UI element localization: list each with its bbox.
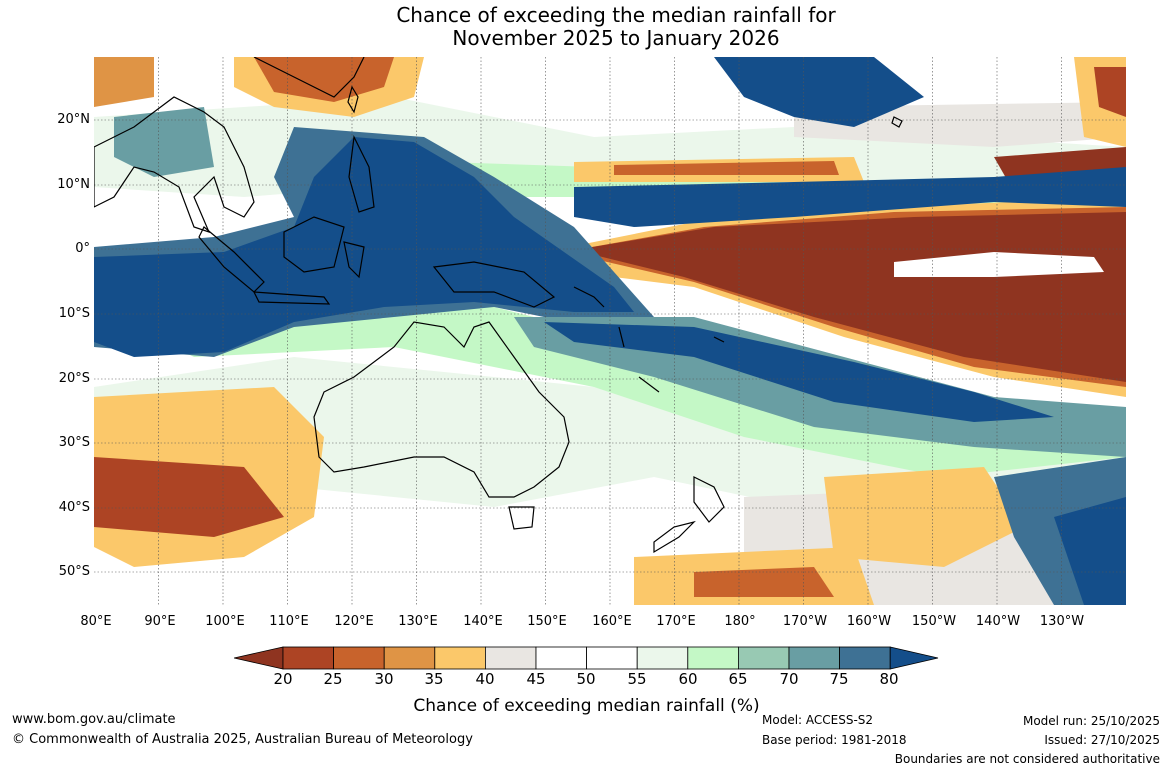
new-zealand-north — [693, 476, 725, 523]
title-line-1: Chance of exceeding the median rainfall … — [396, 3, 836, 27]
coastlines — [94, 57, 903, 554]
lon-label: 130°W — [1039, 614, 1085, 629]
southeast-asia-coast — [94, 96, 255, 233]
region-wet-spcz-core — [544, 322, 1054, 422]
new-guinea-coast — [432, 261, 556, 308]
lon-label: 160°E — [592, 614, 632, 629]
colorbar-segment — [737, 646, 790, 670]
lon-label: 150°W — [911, 614, 957, 629]
taiwan-coast — [347, 85, 359, 114]
colorbar-tick: 30 — [374, 670, 394, 688]
lat-label-40s: 40°S — [58, 500, 90, 515]
lat-label-20n: 20°N — [57, 112, 90, 127]
colorbar-arrow-high — [889, 646, 939, 670]
region-wet-se-core — [1054, 497, 1126, 605]
lat-label-0: 0° — [75, 241, 90, 256]
issued-text: Issued: 27/10/2025 — [1044, 733, 1160, 747]
new-caledonia — [638, 376, 660, 393]
colorbar-segment — [839, 646, 891, 670]
colorbar-tick: 65 — [728, 670, 748, 688]
disclaimer-text: Boundaries are not considered authoritat… — [894, 752, 1160, 766]
solomon-islands — [573, 286, 605, 308]
china-coast — [253, 57, 365, 98]
region-dry-e-core — [1094, 67, 1126, 117]
region-dry-nw — [94, 57, 154, 107]
lon-label: 130°E — [398, 614, 438, 629]
lon-label: 120°E — [334, 614, 374, 629]
colorbar-segment — [383, 646, 436, 670]
colorbar-tick: 75 — [829, 670, 849, 688]
colorbar-segment — [788, 646, 840, 670]
colorbar-segment — [687, 646, 739, 670]
lon-label: 100°E — [205, 614, 245, 629]
map-title: Chance of exceeding the median rainfall … — [0, 4, 1173, 50]
colorbar-tick: 70 — [779, 670, 799, 688]
region-wet-north — [714, 57, 924, 127]
lon-label: 90°E — [144, 614, 176, 629]
colorbar-segment — [535, 646, 587, 670]
tasmania-coast — [508, 506, 535, 530]
model-text: Model: ACCESS-S2 — [762, 713, 874, 727]
region-wet-band — [574, 167, 1126, 227]
model-run-text: Model run: 25/10/2025 — [1022, 714, 1160, 728]
colorbar-segment — [586, 646, 638, 670]
region-wet-nw — [114, 107, 214, 177]
lon-label: 150°E — [527, 614, 567, 629]
lon-label: 170°E — [656, 614, 696, 629]
colorbar-tick: 25 — [323, 670, 343, 688]
colorbar-segment — [434, 646, 486, 670]
lon-label: 110°E — [269, 614, 309, 629]
lat-label-30s: 30°S — [58, 435, 90, 450]
region-dry-sw-core — [94, 457, 284, 537]
colorbar-arrow-low — [234, 646, 284, 670]
region-pacific-white-patch — [894, 252, 1104, 277]
colorbar — [234, 646, 939, 670]
java-coast — [252, 291, 331, 305]
lon-label: 140°E — [463, 614, 503, 629]
lat-label-10s: 10°S — [58, 306, 90, 321]
colorbar-segment — [636, 646, 689, 670]
lon-label: 160°W — [846, 614, 892, 629]
rainfall-map — [94, 57, 1126, 605]
website-link[interactable]: www.bom.gov.au/climate — [12, 712, 176, 727]
fiji — [713, 336, 725, 343]
lon-label: 180° — [724, 614, 756, 629]
colorbar-tick: 60 — [678, 670, 698, 688]
colorbar-tick: 40 — [475, 670, 495, 688]
lat-label-50s: 50°S — [58, 564, 90, 579]
colorbar-tick: 50 — [576, 670, 596, 688]
colorbar-tick: 20 — [273, 670, 293, 688]
sulawesi-coast — [343, 241, 365, 279]
colorbar-segment — [333, 646, 385, 670]
lon-label: 80°E — [80, 614, 112, 629]
copyright-text: © Commonwealth of Australia 2025, Austra… — [12, 732, 473, 747]
hawaii-coast — [891, 116, 903, 128]
region-dry-se-core — [694, 567, 834, 597]
colorbar-segment — [282, 646, 334, 670]
lat-label-10n: 10°N — [57, 177, 90, 192]
australia-coast — [313, 321, 570, 498]
philippines-coast — [348, 134, 375, 213]
colorbar-tick: 55 — [627, 670, 647, 688]
colorbar-tick: 35 — [424, 670, 444, 688]
region-dry-mid-core — [614, 161, 839, 175]
region-dry-se — [824, 467, 1024, 567]
lon-label: 140°W — [975, 614, 1021, 629]
colorbar-segment — [484, 646, 537, 670]
lon-label: 170°W — [782, 614, 828, 629]
title-line-2: November 2025 to January 2026 — [452, 26, 780, 50]
vanuatu — [618, 326, 625, 348]
colorbar-tick: 45 — [526, 670, 546, 688]
colorbar-tick: 80 — [879, 670, 899, 688]
borneo-coast — [283, 216, 345, 273]
new-zealand-south — [653, 520, 696, 554]
colorbar-title: Chance of exceeding median rainfall (%) — [413, 696, 760, 716]
lat-label-20s: 20°S — [58, 371, 90, 386]
base-period-text: Base period: 1981-2018 — [762, 733, 907, 747]
